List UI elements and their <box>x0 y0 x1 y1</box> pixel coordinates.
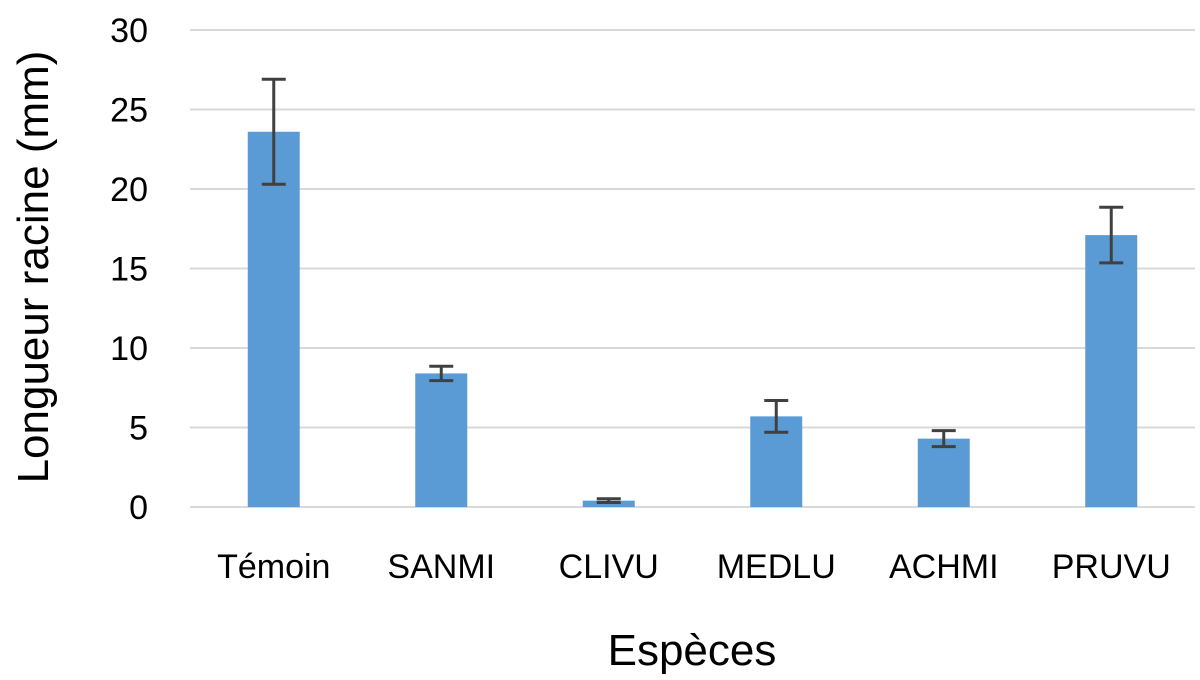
bar-5 <box>1085 235 1138 508</box>
x-tick-label-4: ACHMI <box>889 548 999 586</box>
y-tick-label-5: 5 <box>129 410 148 448</box>
gridlines <box>190 29 1195 508</box>
y-axis-title: Longueur racine (mm) <box>9 51 58 484</box>
y-tick-labels: 0 5 10 15 20 25 30 <box>110 12 148 527</box>
error-bar-3 <box>764 398 789 434</box>
bar-4 <box>917 438 970 507</box>
y-tick-label-10: 10 <box>110 330 148 368</box>
x-tick-label-3: MEDLU <box>717 548 836 586</box>
error-bar-5 <box>1099 205 1124 265</box>
bars <box>247 131 1138 508</box>
error-bar-0 <box>261 77 286 186</box>
error-bar-4 <box>931 429 956 449</box>
x-tick-labels: Témoin SANMI CLIVU MEDLU ACHMI PRUVU <box>217 548 1171 586</box>
bar-0 <box>247 131 300 507</box>
x-tick-label-1: SANMI <box>387 548 495 586</box>
y-tick-label-25: 25 <box>110 92 148 130</box>
x-tick-label-5: PRUVU <box>1052 548 1171 586</box>
x-tick-label-2: CLIVU <box>559 548 659 586</box>
error-bar-1 <box>429 364 454 383</box>
error-bar-2 <box>596 497 621 505</box>
x-tick-label-0: Témoin <box>217 548 330 586</box>
error-bars <box>261 77 1124 505</box>
y-tick-label-0: 0 <box>129 489 148 527</box>
x-axis-title: Espèces <box>608 626 777 675</box>
y-tick-label-20: 20 <box>110 171 148 209</box>
bar-1 <box>415 373 468 507</box>
y-tick-label-30: 30 <box>110 12 148 50</box>
y-tick-label-15: 15 <box>110 251 148 289</box>
